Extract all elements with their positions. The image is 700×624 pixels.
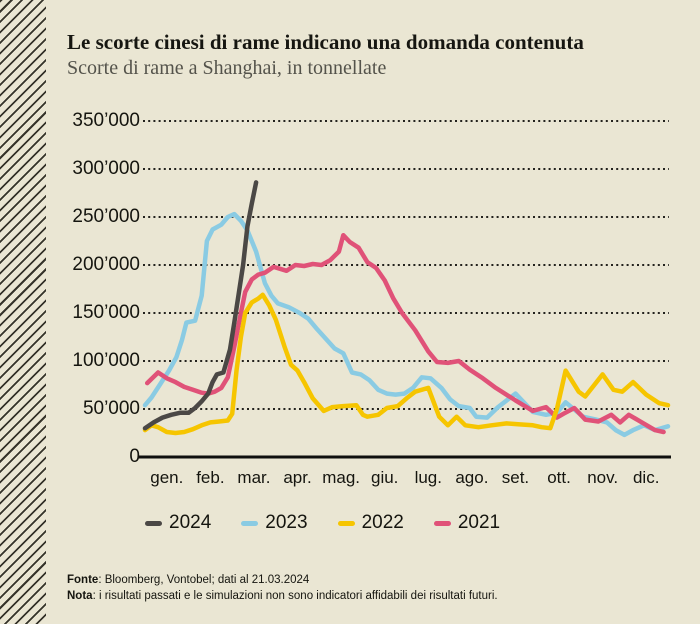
series-line-2023 (142, 211, 671, 438)
y-tick-label: 150’000 (72, 302, 140, 323)
y-tick-label: 350’000 (72, 110, 140, 131)
note-label: Nota (67, 590, 93, 602)
source-line: Fonte: Bloomberg, Vontobel; dati al 21.0… (67, 572, 667, 588)
legend-item-2021: 2021 (433, 512, 501, 534)
series-line-2022 (142, 292, 671, 436)
note-text: : i risultati passati e le simulazioni n… (92, 590, 498, 602)
x-tick-label: mag. (322, 468, 361, 487)
x-tick-label: lug. (414, 468, 442, 487)
x-tick-label: feb. (196, 468, 225, 487)
y-tick-label: 250’000 (72, 206, 140, 227)
source-text: : Bloomberg, Vontobel; dati al 21.03.202… (98, 574, 310, 586)
legend-label: 2021 (457, 512, 501, 533)
x-tick-label: ago. (455, 468, 489, 487)
legend-dash-icon (337, 520, 355, 526)
legend-dash-icon (433, 520, 451, 526)
legend-label: 2024 (169, 512, 212, 533)
legend-dash-icon (241, 520, 259, 526)
x-tick-label: ott. (547, 468, 571, 487)
chart-legend: 2024 2023 2022 2021 (145, 510, 500, 536)
y-tick-label: 0 (129, 446, 140, 467)
legend-label: 2022 (361, 512, 404, 533)
note-line: Nota: i risultati passati e le simulazio… (67, 588, 667, 604)
legend-item-2023: 2023 (241, 512, 308, 534)
x-tick-label: gen. (150, 468, 184, 487)
legend-dash-icon (145, 520, 162, 526)
legend-item-2024: 2024 (145, 512, 211, 534)
x-tick-label: nov. (587, 468, 619, 487)
y-tick-label: 300’000 (72, 158, 140, 179)
diagonal-stripe-decoration (0, 0, 46, 624)
y-tick-label: 100’000 (72, 350, 140, 371)
footer: Fonte: Bloomberg, Vontobel; dati al 21.0… (67, 572, 667, 604)
x-tick-label: apr. (283, 468, 312, 487)
y-tick-label: 200’000 (72, 254, 140, 275)
legend-item-2022: 2022 (337, 512, 404, 534)
series-line-2021 (144, 232, 666, 435)
x-tick-label: mar. (237, 468, 271, 487)
x-tick-label: giu. (370, 468, 399, 487)
y-tick-label: 50’000 (82, 398, 140, 419)
page-title: Le scorte cinesi di rame indicano una do… (67, 30, 584, 54)
page-subtitle: Scorte di rame a Shanghai, in tonnellate (67, 57, 387, 79)
series-line-2024 (142, 180, 259, 431)
x-tick-label: dic. (632, 468, 660, 487)
x-tick-label: set. (501, 468, 530, 487)
source-label: Fonte (67, 574, 99, 586)
legend-label: 2023 (265, 512, 308, 533)
